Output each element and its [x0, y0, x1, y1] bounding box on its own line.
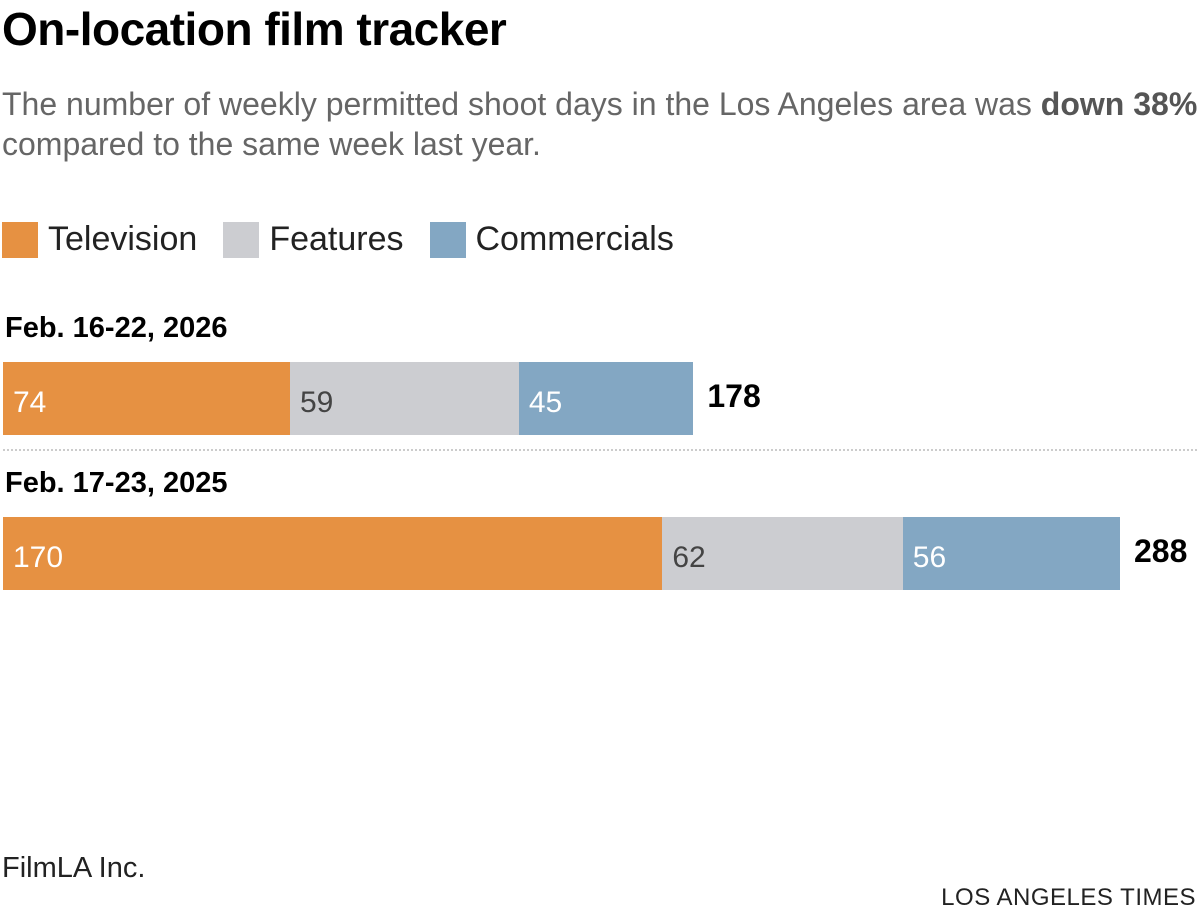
bar-value-label: 170 [13, 540, 64, 574]
stacked-bar-2025: 170 62 56 [3, 517, 1120, 590]
legend-label: Commercials [475, 220, 674, 258]
bar-segment-commercials: 45 [518, 362, 694, 435]
bar-segment-commercials: 56 [902, 517, 1120, 590]
bar-value-label: 62 [672, 540, 706, 574]
bar-value-label: 56 [912, 540, 947, 574]
subtitle-highlight: down 38% [1040, 86, 1198, 122]
chart-title: On-location film tracker [2, 3, 507, 55]
legend-swatch [223, 221, 260, 258]
bar-segment-television: 170 [3, 517, 663, 590]
row-label-2025: Feb. 17-23, 2025 [5, 467, 228, 499]
legend-item-features: Features [223, 220, 404, 259]
total-label-2025: 288 [1134, 533, 1188, 569]
bar-segment-features: 59 [290, 362, 519, 435]
bar-segment-television: 74 [3, 362, 290, 435]
bar-value-label: 74 [13, 385, 47, 419]
source-note: FilmLA Inc. [2, 852, 146, 884]
subtitle-text: The number of weekly permitted shoot day… [2, 86, 1041, 122]
legend-swatch [2, 221, 38, 258]
legend-item-television: Television [2, 220, 197, 259]
legend-item-commercials: Commercials [429, 220, 674, 259]
legend-label: Features [269, 220, 404, 258]
legend-label: Television [48, 220, 198, 258]
bar-value-label: 45 [528, 385, 563, 419]
legend-swatch [429, 221, 466, 258]
row-divider [3, 449, 1197, 451]
row-label-2026: Feb. 16-22, 2026 [5, 312, 228, 344]
legend: Television Features Commercials [2, 220, 700, 259]
credit: LOS ANGELES TIMES [941, 884, 1196, 911]
bar-segment-features: 62 [662, 517, 903, 590]
chart-subtitle: The number of weekly permitted shoot day… [2, 84, 1198, 164]
subtitle-text-end: compared to the same week last year. [2, 126, 541, 162]
stacked-bar-2026: 74 59 45 [3, 362, 694, 435]
total-label-2026: 178 [707, 378, 761, 414]
bar-value-label: 59 [300, 385, 334, 419]
